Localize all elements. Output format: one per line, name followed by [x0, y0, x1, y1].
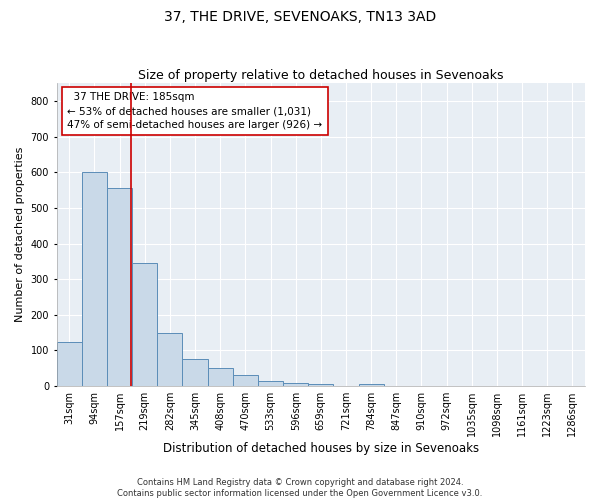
Text: 37, THE DRIVE, SEVENOAKS, TN13 3AD: 37, THE DRIVE, SEVENOAKS, TN13 3AD — [164, 10, 436, 24]
Y-axis label: Number of detached properties: Number of detached properties — [15, 147, 25, 322]
Bar — [107, 188, 132, 386]
Text: Contains HM Land Registry data © Crown copyright and database right 2024.
Contai: Contains HM Land Registry data © Crown c… — [118, 478, 482, 498]
Bar — [258, 381, 283, 386]
Bar — [182, 360, 208, 386]
Bar — [233, 376, 258, 386]
Bar — [82, 172, 107, 386]
Bar — [359, 384, 384, 386]
Title: Size of property relative to detached houses in Sevenoaks: Size of property relative to detached ho… — [138, 69, 503, 82]
X-axis label: Distribution of detached houses by size in Sevenoaks: Distribution of detached houses by size … — [163, 442, 479, 455]
Bar — [308, 384, 334, 386]
Text: 37 THE DRIVE: 185sqm
← 53% of detached houses are smaller (1,031)
47% of semi-de: 37 THE DRIVE: 185sqm ← 53% of detached h… — [67, 92, 322, 130]
Bar — [157, 332, 182, 386]
Bar — [208, 368, 233, 386]
Bar — [56, 342, 82, 386]
Bar — [132, 263, 157, 386]
Bar — [283, 382, 308, 386]
